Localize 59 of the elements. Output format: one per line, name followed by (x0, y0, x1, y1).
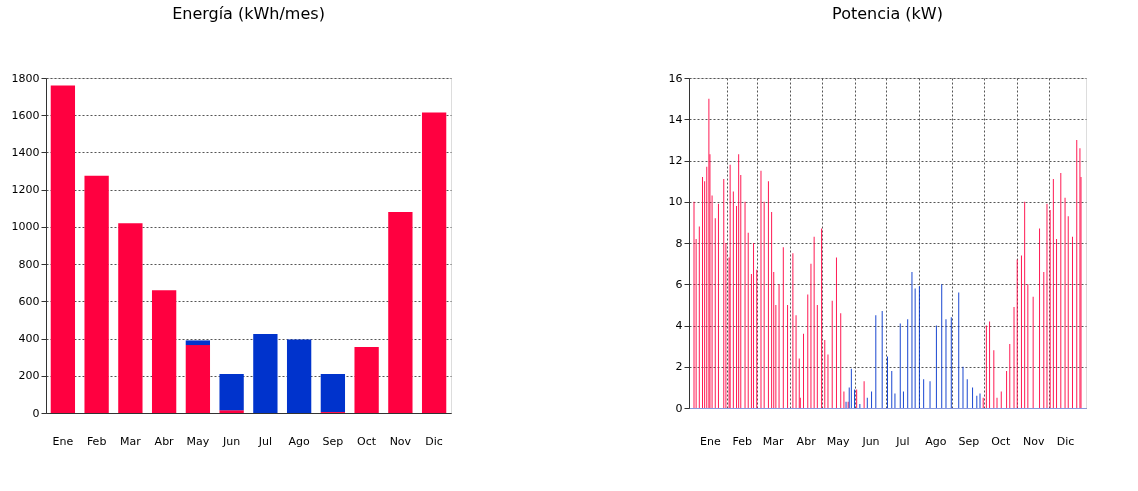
x-tick-label: Dic (1056, 434, 1075, 448)
bar (151, 290, 177, 413)
bar (84, 175, 109, 413)
chart-title: Energía (kWh/mes) (172, 4, 325, 23)
y-tick-label: 1800 (11, 71, 40, 85)
x-tick-label: Jul (895, 434, 910, 448)
x-tick-label: Mar (119, 434, 142, 448)
y-tick-label: 4 (675, 319, 683, 332)
x-tick-label: Feb (86, 434, 107, 448)
y-tick-label: 14 (668, 112, 683, 126)
x-tick-label: Jun (222, 434, 241, 448)
y-tick-label: 800 (18, 257, 40, 271)
x-tick-label: Sep (958, 434, 980, 448)
bar (185, 340, 211, 346)
chart-title: Potencia (kW) (832, 4, 943, 23)
y-tick-label: 1600 (11, 108, 40, 122)
x-tick-label: May (826, 434, 850, 448)
y-tick-label: 600 (18, 294, 40, 308)
x-tick-label: Nov (389, 434, 412, 448)
y-tick-label: 1200 (11, 183, 40, 197)
x-tick-label: Oct (991, 434, 1011, 448)
bar (219, 373, 244, 411)
x-tick-label: Abr (796, 434, 817, 448)
bar (388, 212, 413, 413)
y-tick-label: 2 (675, 360, 683, 374)
x-tick-label: Nov (1022, 434, 1045, 448)
y-tick-label: 6 (675, 277, 683, 291)
y-tick-label: 400 (18, 332, 40, 346)
x-tick-label: Sep (322, 434, 344, 448)
y-tick-label: 8 (675, 236, 683, 250)
x-tick-label: Abr (154, 434, 175, 448)
bar (354, 346, 379, 413)
bar (185, 345, 211, 413)
bar (286, 339, 312, 413)
y-tick-label: 0 (32, 406, 40, 420)
bar (253, 333, 278, 413)
y-tick-label: 16 (668, 71, 683, 85)
y-tick-label: 10 (668, 195, 683, 209)
bar (219, 410, 244, 413)
x-tick-label: Ene (700, 434, 722, 448)
bar (50, 85, 76, 413)
y-tick-label: 0 (675, 401, 683, 415)
x-tick-label: May (186, 434, 210, 448)
bar (421, 112, 447, 413)
x-tick-label: Jun (861, 434, 880, 448)
y-tick-label: 200 (18, 369, 40, 383)
y-tick-label: 12 (668, 154, 683, 167)
x-tick-label: Ago (925, 434, 947, 448)
bar (118, 223, 143, 413)
y-tick-label: 1000 (11, 220, 40, 234)
x-tick-label: Oct (357, 434, 377, 448)
x-tick-label: Dic (425, 434, 443, 448)
x-tick-label: Jul (257, 434, 273, 448)
x-tick-label: Ene (52, 434, 74, 448)
x-tick-label: Mar (762, 434, 785, 448)
bar (320, 373, 346, 413)
y-tick-label: 1400 (11, 145, 40, 159)
x-tick-label: Ago (288, 434, 311, 448)
x-tick-label: Feb (732, 434, 753, 448)
